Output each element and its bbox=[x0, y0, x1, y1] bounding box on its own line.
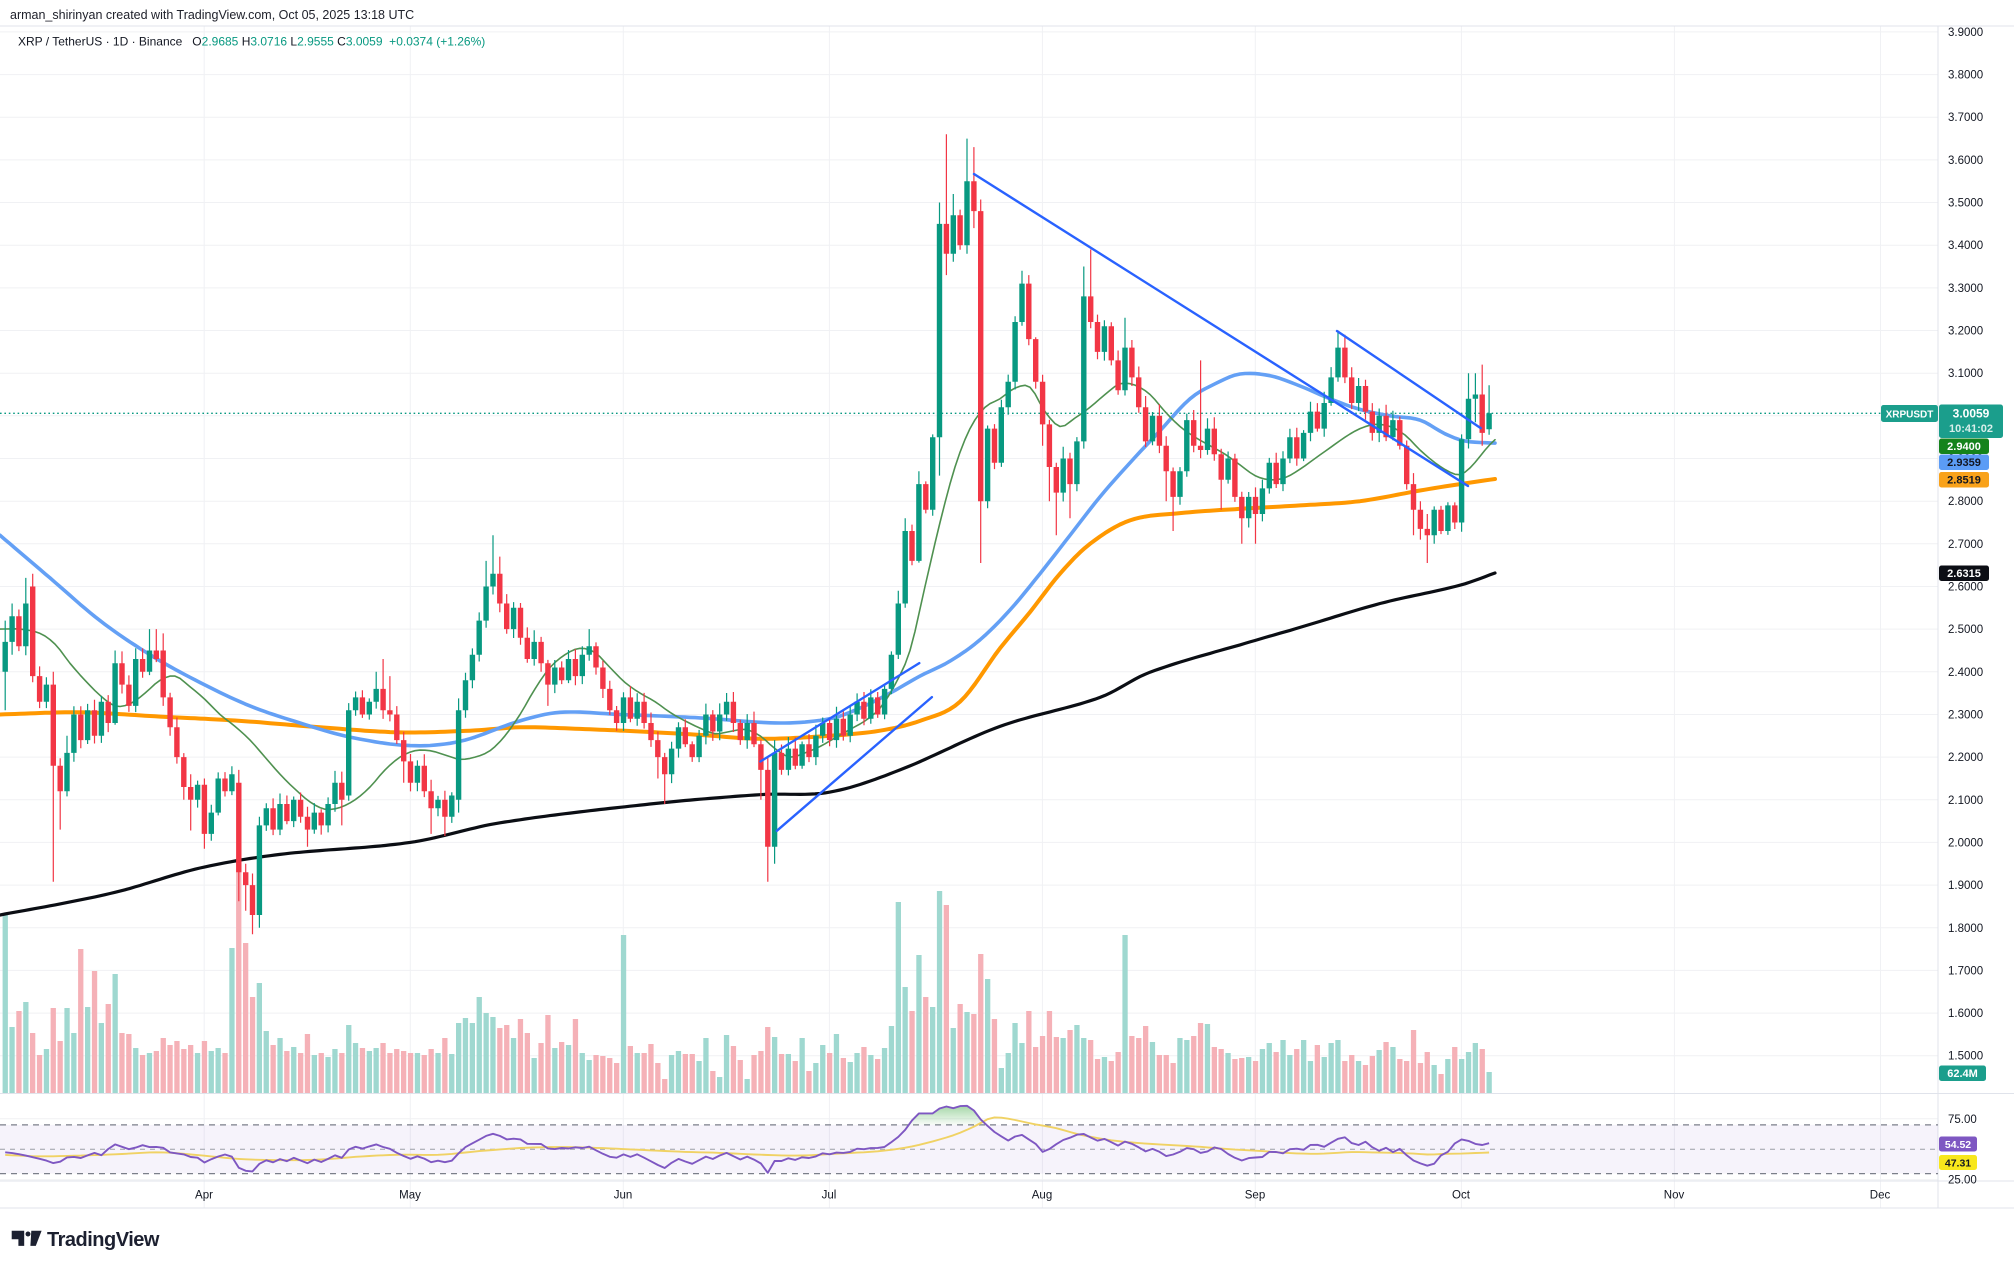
svg-text:1.6000: 1.6000 bbox=[1948, 1008, 1983, 1020]
svg-text:May: May bbox=[399, 1190, 421, 1202]
svg-text:3.4000: 3.4000 bbox=[1948, 240, 1983, 252]
svg-text:2.7000: 2.7000 bbox=[1948, 539, 1983, 551]
svg-text:3.6000: 3.6000 bbox=[1948, 155, 1983, 167]
svg-text:TradingView: TradingView bbox=[47, 1229, 160, 1251]
svg-text:10:41:02: 10:41:02 bbox=[1949, 423, 1993, 435]
svg-text:2.6315: 2.6315 bbox=[1947, 568, 1981, 580]
svg-text:62.4M: 62.4M bbox=[1947, 1068, 1978, 1080]
svg-text:2.4000: 2.4000 bbox=[1948, 667, 1983, 679]
svg-text:2.9400: 2.9400 bbox=[1947, 441, 1981, 453]
svg-text:3.9000: 3.9000 bbox=[1948, 27, 1983, 39]
svg-text:25.00: 25.00 bbox=[1948, 1175, 1977, 1187]
svg-text:arman_shirinyan created with T: arman_shirinyan created with TradingView… bbox=[10, 8, 414, 22]
svg-text:Oct: Oct bbox=[1452, 1190, 1471, 1202]
svg-text:XRP / TetherUS · 1D · Binance: XRP / TetherUS · 1D · Binance O2.9685 H3… bbox=[18, 35, 485, 49]
svg-text:3.1000: 3.1000 bbox=[1948, 368, 1983, 380]
svg-text:3.3000: 3.3000 bbox=[1948, 283, 1983, 295]
svg-text:Sep: Sep bbox=[1245, 1190, 1265, 1202]
svg-text:Nov: Nov bbox=[1664, 1190, 1685, 1202]
svg-text:Jun: Jun bbox=[614, 1190, 633, 1202]
svg-text:XRPUSDT: XRPUSDT bbox=[1886, 409, 1934, 420]
svg-text:2.8000: 2.8000 bbox=[1948, 496, 1983, 508]
svg-text:2.0000: 2.0000 bbox=[1948, 837, 1983, 849]
svg-text:2.5000: 2.5000 bbox=[1948, 624, 1983, 636]
svg-text:54.52: 54.52 bbox=[1945, 1139, 1971, 1151]
svg-text:1.9000: 1.9000 bbox=[1948, 880, 1983, 892]
svg-text:1.7000: 1.7000 bbox=[1948, 965, 1983, 977]
svg-text:2.3000: 2.3000 bbox=[1948, 710, 1983, 722]
svg-text:3.2000: 3.2000 bbox=[1948, 326, 1983, 338]
svg-text:Aug: Aug bbox=[1032, 1190, 1052, 1202]
svg-text:2.9359: 2.9359 bbox=[1947, 457, 1981, 469]
svg-text:2.6000: 2.6000 bbox=[1948, 582, 1983, 594]
svg-text:2.1000: 2.1000 bbox=[1948, 795, 1983, 807]
svg-text:3.5000: 3.5000 bbox=[1948, 198, 1983, 210]
svg-text:3.8000: 3.8000 bbox=[1948, 70, 1983, 82]
svg-text:75.00: 75.00 bbox=[1948, 1114, 1977, 1126]
svg-text:3.0059: 3.0059 bbox=[1953, 407, 1990, 421]
svg-text:1.5000: 1.5000 bbox=[1948, 1051, 1983, 1063]
svg-text:Jul: Jul bbox=[822, 1190, 837, 1202]
svg-text:Apr: Apr bbox=[195, 1190, 213, 1202]
svg-text:2.8519: 2.8519 bbox=[1947, 475, 1981, 487]
svg-text:3.7000: 3.7000 bbox=[1948, 112, 1983, 124]
svg-text:2.2000: 2.2000 bbox=[1948, 752, 1983, 764]
svg-text:Dec: Dec bbox=[1870, 1190, 1891, 1202]
svg-text:47.31: 47.31 bbox=[1945, 1157, 1971, 1169]
svg-text:1.8000: 1.8000 bbox=[1948, 923, 1983, 935]
